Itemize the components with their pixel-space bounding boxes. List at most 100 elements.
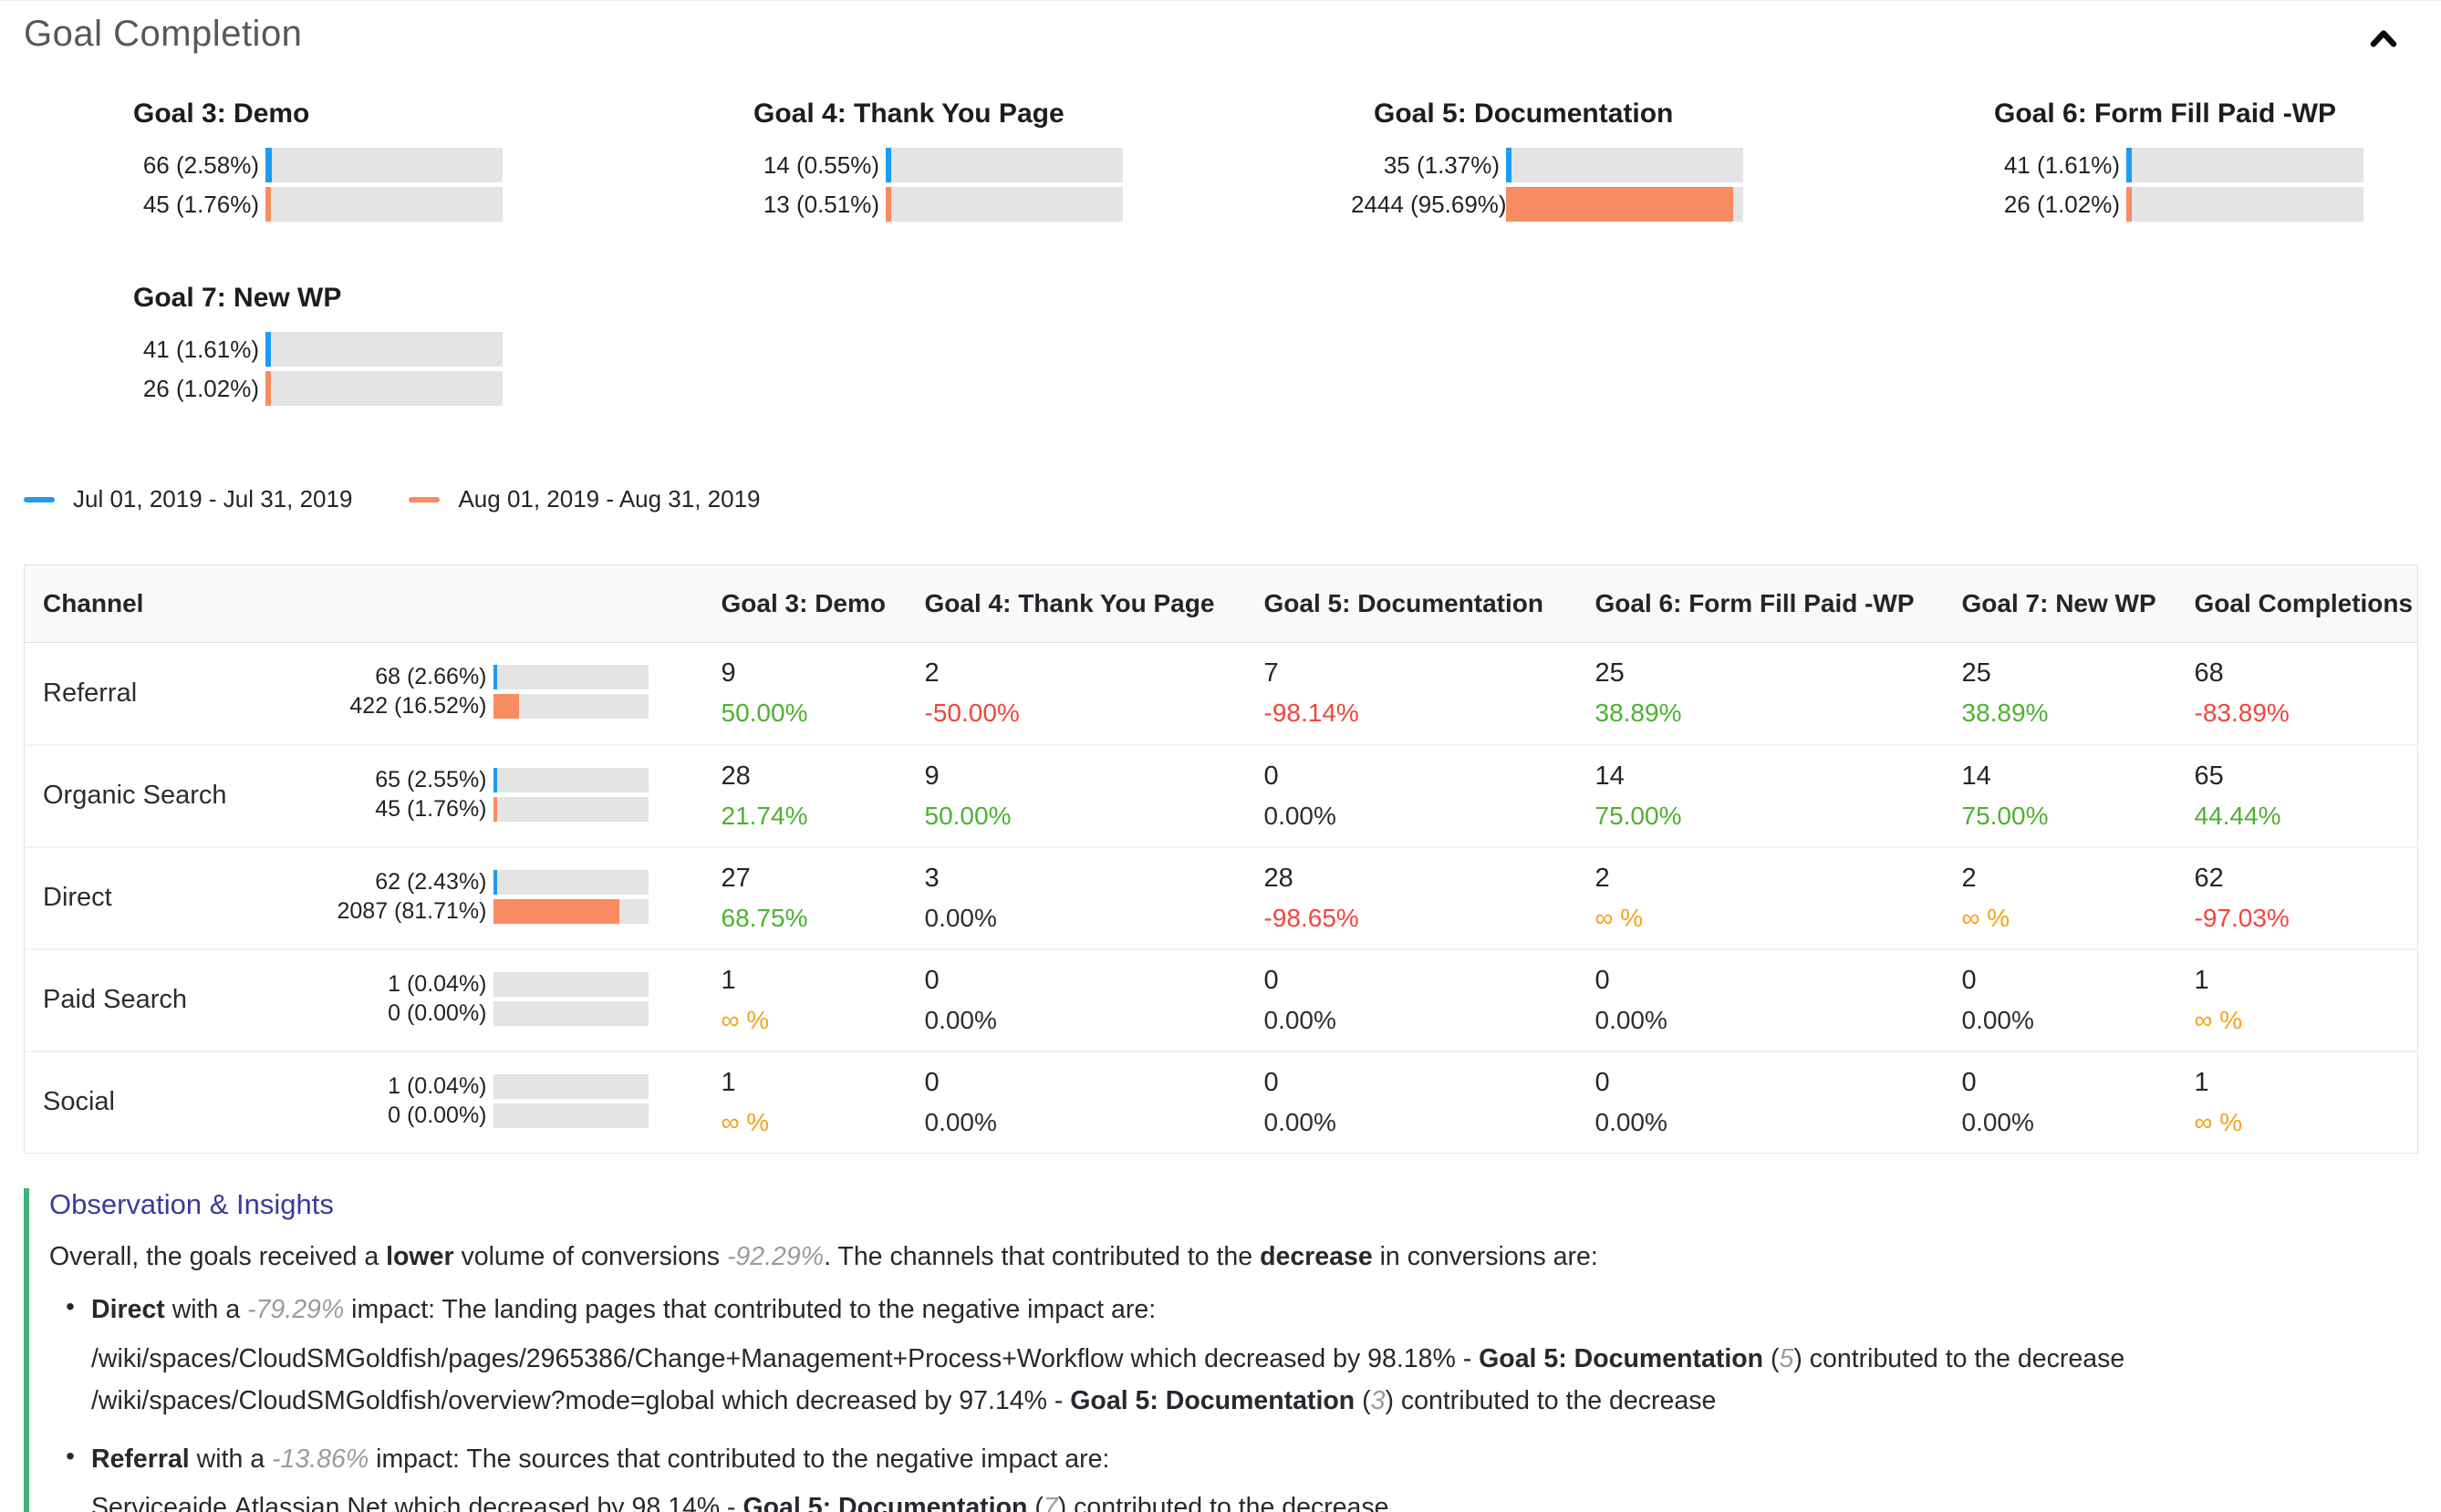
goal-cell: 0 0.00% — [924, 948, 1264, 1051]
bar-track — [493, 1000, 649, 1026]
bar-fill — [1506, 148, 1511, 182]
goal-value: 0 — [1263, 1067, 1279, 1097]
bar-fill — [2126, 187, 2132, 222]
channel-cell: Paid Search 1 (0.04%) 0 (0.00%) — [24, 948, 722, 1051]
bar-row: 68 (2.66%) — [284, 664, 649, 690]
bar-label: 0 (0.00%) — [388, 999, 487, 1026]
goal-card: Goal 7: New WP 41 (1.61%) 26 (1.02%) — [110, 283, 731, 410]
bar-track — [2126, 187, 2363, 222]
text-segment: ) contributed to the decrease — [1057, 1493, 1389, 1512]
bar-track — [493, 796, 649, 822]
column-header: Goal 6: Form Fill Paid -WP — [1594, 564, 1962, 643]
page-title: Goal Completion — [24, 14, 303, 54]
channel-cell: Organic Search 65 (2.55%) 45 (1.76%) — [24, 743, 722, 847]
goal-delta: 75.00% — [1961, 801, 2049, 830]
bar-row: 0 (0.00%) — [284, 1000, 649, 1027]
goal-card-bars: 66 (2.58%) 45 (1.76%) — [110, 148, 731, 222]
insights-bullet: • Referral with a -13.86% impact: The so… — [49, 1442, 2417, 1512]
bar-track — [1506, 148, 1743, 182]
goal-delta: 0.00% — [1594, 1005, 1667, 1034]
goal-delta: ∞ % — [2194, 1005, 2243, 1034]
goal-value: 14 — [1594, 761, 1625, 791]
goal-value: 7 — [1263, 658, 1279, 689]
bar-fill — [493, 796, 497, 822]
bar-track — [493, 869, 649, 895]
bar-label: 41 (1.61%) — [142, 335, 259, 363]
channel-cell: Referral 68 (2.66%) 422 (16.52%) — [25, 643, 722, 745]
goal-value: 2 — [1594, 863, 1610, 893]
panel-header: Goal Completion — [24, 14, 2417, 58]
bar-track — [2126, 148, 2363, 182]
goal-delta: -50.00% — [924, 699, 1020, 728]
goal-delta: 68.75% — [721, 903, 808, 932]
text-segment: ( — [1763, 1343, 1780, 1373]
goal-value: 65 — [2194, 761, 2224, 791]
bullet-lines: Serviceaide.Atlassian.Net which decrease… — [91, 1490, 2417, 1512]
bullet-lines: /wiki/spaces/CloudSMGoldfish/pages/29653… — [91, 1341, 2417, 1420]
goal-cell: 1 ∞ % — [721, 948, 925, 1051]
bar-row: 35 (1.37%) — [1351, 148, 1971, 182]
bar-fill — [265, 187, 271, 222]
goal-delta: 38.89% — [1961, 699, 2049, 728]
bar-label: 68 (2.66%) — [375, 664, 487, 690]
goal-card-title: Goal 4: Thank You Page — [753, 98, 1065, 129]
text-segment: 3 — [1370, 1385, 1386, 1415]
bullet-detail-line: /wiki/spaces/CloudSMGoldfish/overview?mo… — [91, 1383, 2417, 1420]
bar-fill — [493, 898, 620, 924]
bar-row: 14 (0.55%) — [731, 148, 1351, 182]
collapse-button[interactable] — [2363, 21, 2405, 58]
goal-cell: 14 75.00% — [1594, 743, 1962, 847]
table-row: Social 1 (0.04%) 0 (0.00%) 1 ∞ % 0 0.00%… — [24, 1050, 2418, 1154]
bar-fill — [886, 187, 891, 222]
goal-cell: 9 50.00% — [722, 643, 925, 745]
goal-cell: 3 0.00% — [924, 845, 1264, 949]
text-segment: ( — [1355, 1385, 1371, 1415]
goal-value: 0 — [1961, 965, 1977, 995]
bar-label: 26 (1.02%) — [142, 374, 259, 402]
channel-name: Social — [43, 1087, 115, 1117]
goal-value: 28 — [721, 761, 751, 791]
goal-value: 68 — [2194, 658, 2224, 689]
bar-label: 0 (0.00%) — [388, 1102, 487, 1128]
bar-label: 41 (1.61%) — [2003, 150, 2120, 179]
column-header: Goal 4: Thank You Page — [924, 564, 1264, 643]
bar-row: 26 (1.02%) — [1971, 187, 2441, 222]
bar-fill — [1506, 187, 1733, 222]
goal-value: 2 — [1961, 863, 1977, 893]
goal-card: Goal 6: Form Fill Paid -WP 41 (1.61%) 26… — [1971, 98, 2441, 226]
goal-cell: 7 -98.14% — [1264, 643, 1595, 745]
goal-value: 1 — [2194, 1067, 2209, 1097]
bar-row: 1 (0.04%) — [284, 971, 649, 998]
goal-card: Goal 4: Thank You Page 14 (0.55%) 13 (0.… — [731, 98, 1351, 226]
goal-value: 9 — [721, 658, 736, 689]
text-segment: ) contributed to the decrease — [1385, 1385, 1717, 1415]
goal-delta: -97.03% — [2194, 903, 2290, 932]
bar-track — [493, 1073, 649, 1099]
text-segment: 5 — [1779, 1343, 1794, 1373]
goal-cell: 0 0.00% — [1961, 948, 2195, 1051]
text-segment: in conversions are: — [1372, 1242, 1598, 1271]
bar-row: 13 (0.51%) — [731, 187, 1351, 222]
goal-cell: 0 0.00% — [1594, 1050, 1962, 1154]
goal-value: 9 — [924, 761, 940, 791]
bar-track — [493, 898, 649, 924]
column-header: Goal Completions — [2194, 564, 2418, 643]
bar-row: 26 (1.02%) — [110, 371, 731, 406]
bar-row: 66 (2.58%) — [110, 148, 731, 182]
bullet-detail-line: Serviceaide.Atlassian.Net which decrease… — [91, 1490, 2417, 1512]
text-segment: ) contributed to the decrease — [1793, 1343, 2125, 1373]
bar-track — [493, 767, 649, 792]
bar-track — [493, 694, 649, 720]
goal-value: 0 — [1594, 965, 1610, 995]
goal-cell: 1 ∞ % — [2194, 948, 2418, 1051]
goal-value: 0 — [1594, 1067, 1610, 1097]
channel-bars: 65 (2.55%) 45 (1.76%) — [284, 767, 649, 825]
goal-card: Goal 3: Demo 66 (2.58%) 45 (1.76%) — [110, 98, 731, 226]
bar-track — [886, 148, 1123, 182]
goal-value: 1 — [721, 965, 736, 995]
bar-label: 45 (1.76%) — [142, 190, 259, 218]
bar-row: 41 (1.61%) — [1971, 148, 2441, 182]
bar-track — [1506, 187, 1743, 222]
goal-cell: 14 75.00% — [1961, 743, 2195, 847]
goal-cell: 1 ∞ % — [2194, 1050, 2418, 1154]
